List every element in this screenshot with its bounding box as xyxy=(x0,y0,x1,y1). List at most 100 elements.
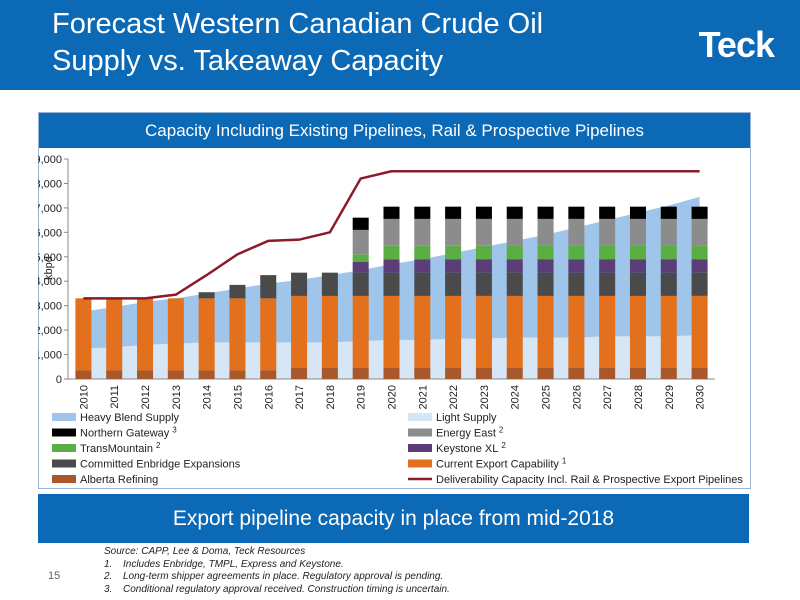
legend-label-heavy-blend: Heavy Blend Supply xyxy=(80,412,180,424)
x-tick-label: 2019 xyxy=(356,385,368,409)
footnote-2: 2. Long-term shipper agreements in place.… xyxy=(104,571,450,584)
bar-current-export xyxy=(260,298,277,371)
bar-northern-gateway xyxy=(414,206,431,219)
page-title: Forecast Western Canadian Crude Oil Supp… xyxy=(52,8,544,77)
bar-northern-gateway xyxy=(352,217,369,230)
bar-northern-gateway xyxy=(660,206,677,219)
bar-keystone xyxy=(445,259,462,273)
bar-keystone xyxy=(475,259,492,273)
bar-energy-east xyxy=(691,218,708,246)
bar-transmountain xyxy=(629,245,646,260)
summary-banner: Export pipeline capacity in place from m… xyxy=(38,494,749,543)
bar-committed-enbridge xyxy=(321,272,338,296)
bar-transmountain xyxy=(475,245,492,260)
legend-label-deliverability: Deliverability Capacity Incl. Rail & Pro… xyxy=(436,474,743,486)
bar-current-export xyxy=(414,295,431,368)
bar-current-export xyxy=(537,295,554,368)
chart-panel-title: Capacity Including Existing Pipelines, R… xyxy=(39,113,750,148)
bar-current-export xyxy=(291,295,308,368)
x-tick-label: 2023 xyxy=(479,385,491,409)
legend-superscript: 2 xyxy=(499,426,504,435)
bar-alberta-refining xyxy=(137,370,154,379)
footnote-text: Conditional regulatory approval received… xyxy=(123,583,450,595)
bar-alberta-refining xyxy=(260,370,277,379)
bar-alberta-refining xyxy=(660,368,677,379)
footnote-3: 3. Conditional regulatory approval receiv… xyxy=(104,584,450,597)
footnote-number: 2. xyxy=(104,571,113,582)
legend-label-northern-gateway: Northern Gateway 3 xyxy=(80,426,177,440)
bar-alberta-refining xyxy=(568,368,585,379)
bar-current-export xyxy=(629,295,646,368)
footnote-number: 3. xyxy=(104,583,113,595)
bar-keystone xyxy=(629,259,646,273)
footnote-1: 1. Includes Enbridge, TMPL, Express and K… xyxy=(104,559,450,572)
x-tick-label: 2016 xyxy=(263,385,275,409)
page-number: 15 xyxy=(48,570,61,582)
bar-energy-east xyxy=(599,218,616,246)
bar-alberta-refining xyxy=(291,368,308,379)
y-tick-label: 8,000 xyxy=(38,178,62,190)
bar-transmountain xyxy=(414,245,431,260)
legend-label-alberta-refining: Alberta Refining xyxy=(80,474,158,486)
bar-current-export xyxy=(691,295,708,368)
legend-label-energy-east: Energy East 2 xyxy=(436,426,504,440)
bar-current-export xyxy=(167,298,184,371)
x-tick-label: 2030 xyxy=(695,385,707,409)
bar-energy-east xyxy=(445,218,462,246)
footnotes: Source: CAPP, Lee & Doma, Teck Resources… xyxy=(104,546,450,596)
bar-committed-enbridge xyxy=(660,272,677,296)
bar-alberta-refining xyxy=(537,368,554,379)
x-tick-label: 2010 xyxy=(78,385,90,409)
bar-alberta-refining xyxy=(321,368,338,379)
bar-keystone xyxy=(691,259,708,273)
bar-transmountain xyxy=(445,245,462,260)
legend-swatch-committed-enbridge xyxy=(52,459,76,468)
bar-committed-enbridge xyxy=(691,272,708,296)
teck-logo: Teck xyxy=(698,24,775,65)
bar-energy-east xyxy=(383,218,400,246)
x-tick-label: 2013 xyxy=(171,385,183,409)
bar-current-export xyxy=(198,298,215,371)
bar-alberta-refining xyxy=(106,370,123,379)
bar-committed-enbridge xyxy=(352,272,369,296)
bar-committed-enbridge xyxy=(414,272,431,296)
y-tick-label: 3,000 xyxy=(38,301,62,313)
bar-alberta-refining xyxy=(475,368,492,379)
footnote-text: Includes Enbridge, TMPL, Express and Key… xyxy=(123,558,344,570)
bar-alberta-refining xyxy=(629,368,646,379)
bar-alberta-refining xyxy=(198,370,215,379)
header-bar: Forecast Western Canadian Crude Oil Supp… xyxy=(0,0,800,90)
bar-energy-east xyxy=(537,218,554,246)
bar-committed-enbridge xyxy=(629,272,646,296)
bar-northern-gateway xyxy=(691,206,708,219)
x-tick-label: 2024 xyxy=(510,385,522,409)
footnote-text: Long-term shipper agreements in place. R… xyxy=(123,571,444,582)
bar-energy-east xyxy=(414,218,431,246)
bar-northern-gateway xyxy=(537,206,554,219)
bar-northern-gateway xyxy=(568,206,585,219)
bar-transmountain xyxy=(537,245,554,260)
bar-keystone xyxy=(660,259,677,273)
bar-alberta-refining xyxy=(352,368,369,379)
x-tick-label: 2015 xyxy=(232,385,244,409)
bar-current-export xyxy=(229,298,246,371)
legend-swatch-northern-gateway xyxy=(52,428,76,437)
bar-current-export xyxy=(137,298,154,371)
legend-superscript: 2 xyxy=(501,441,506,450)
legend-superscript: 2 xyxy=(156,441,161,450)
bar-current-export xyxy=(445,295,462,368)
bar-current-export xyxy=(352,295,369,368)
bar-committed-enbridge xyxy=(568,272,585,296)
legend-label-current-export: Current Export Capability 1 xyxy=(436,457,567,471)
x-tick-label: 2027 xyxy=(602,385,614,409)
bar-energy-east xyxy=(352,229,369,255)
bar-keystone xyxy=(414,259,431,273)
y-tick-label: 0 xyxy=(56,374,62,386)
bar-alberta-refining xyxy=(414,368,431,379)
bar-northern-gateway xyxy=(445,206,462,219)
source-note: Source: CAPP, Lee & Doma, Teck Resources xyxy=(104,546,306,557)
legend-swatch-light-supply xyxy=(408,413,432,421)
bar-keystone xyxy=(537,259,554,273)
bar-current-export xyxy=(568,295,585,368)
bar-energy-east xyxy=(475,218,492,246)
